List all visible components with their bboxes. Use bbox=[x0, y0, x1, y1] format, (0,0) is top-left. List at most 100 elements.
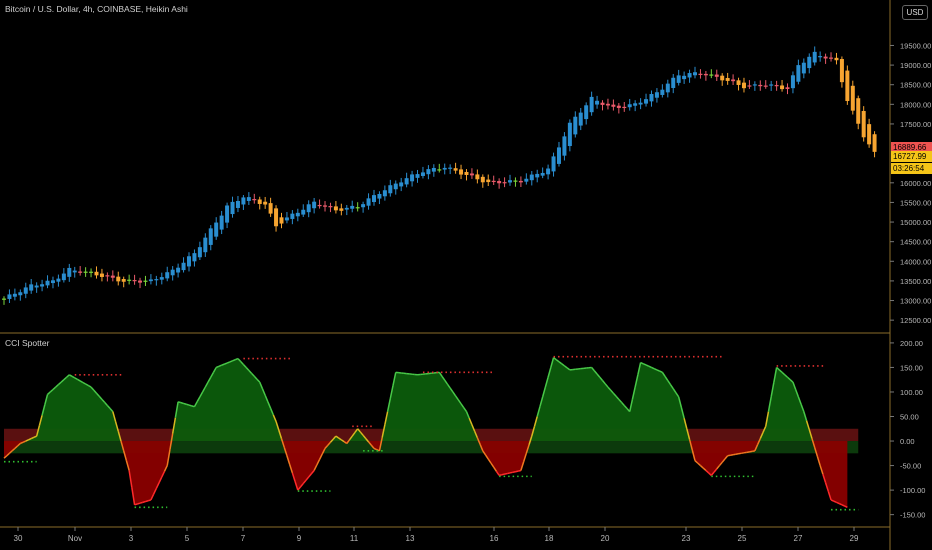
candle-body bbox=[839, 59, 844, 83]
time-tick-label: 25 bbox=[738, 534, 747, 543]
cci-line-segment bbox=[754, 444, 759, 452]
time-tick-label: 13 bbox=[406, 534, 415, 543]
cci-line-segment bbox=[351, 432, 356, 437]
candle-body bbox=[801, 62, 806, 74]
candle-body bbox=[453, 168, 458, 171]
cci-line-segment bbox=[756, 438, 761, 446]
cci-line-segment bbox=[346, 439, 351, 444]
candle-body bbox=[72, 270, 77, 273]
candle-body bbox=[502, 182, 507, 184]
cci-line-segment bbox=[310, 470, 315, 475]
currency-badge[interactable]: USD bbox=[902, 5, 928, 20]
candle-body bbox=[818, 56, 823, 58]
cci-line-segment bbox=[699, 465, 704, 469]
cci-line-segment bbox=[518, 469, 522, 472]
candle-body bbox=[459, 169, 464, 175]
candle-body bbox=[252, 199, 257, 201]
time-tick-label: 5 bbox=[185, 534, 190, 543]
candle-body bbox=[83, 271, 88, 273]
cci-line-segment bbox=[6, 452, 10, 457]
candle-body bbox=[654, 92, 659, 98]
cci-line-segment bbox=[776, 366, 780, 371]
cci-line-segment bbox=[446, 383, 451, 389]
time-tick-label: 11 bbox=[350, 534, 359, 543]
cci-line-segment bbox=[57, 381, 62, 386]
candle-body bbox=[241, 197, 246, 205]
candle-body bbox=[731, 79, 736, 82]
cci-line-segment bbox=[60, 379, 65, 383]
cci-line-segment bbox=[324, 444, 329, 449]
cci-line-segment bbox=[531, 426, 536, 437]
time-tick-label: 29 bbox=[850, 534, 859, 543]
cci-line-segment bbox=[318, 453, 323, 460]
candle-body bbox=[426, 169, 431, 175]
candle-body bbox=[323, 205, 328, 207]
candle-body bbox=[274, 208, 279, 227]
price-tag: 03:26:54 bbox=[891, 163, 932, 174]
candle-body bbox=[306, 204, 311, 213]
candle-body bbox=[872, 134, 877, 152]
candle-body bbox=[170, 269, 175, 276]
cci-line-segment bbox=[468, 417, 473, 425]
candle-body bbox=[18, 292, 23, 296]
indicator-title[interactable]: CCI Spotter bbox=[5, 338, 50, 348]
cci-line-segment bbox=[180, 401, 184, 405]
cci-line-segment bbox=[805, 420, 810, 430]
cci-line-segment bbox=[256, 378, 261, 383]
cci-line-segment bbox=[297, 486, 302, 491]
candle-body bbox=[344, 207, 349, 210]
cci-line-segment bbox=[79, 380, 84, 384]
cci-line-segment bbox=[204, 381, 209, 388]
symbol-title[interactable]: Bitcoin / U.S. Dollar, 4h, COINBASE, Hei… bbox=[5, 4, 188, 14]
candle-body bbox=[469, 173, 474, 176]
cci-line-segment bbox=[827, 491, 832, 501]
candle-body bbox=[235, 200, 240, 208]
price-tick-label: 16000.00 bbox=[900, 179, 931, 188]
cci-line-segment bbox=[177, 401, 182, 404]
cci-line-segment bbox=[305, 476, 310, 481]
cci-line-segment bbox=[38, 415, 43, 426]
cci-line-segment bbox=[155, 482, 160, 489]
candle-body bbox=[45, 280, 50, 286]
candle-body bbox=[682, 75, 687, 80]
candle-body bbox=[611, 104, 616, 107]
candle-body bbox=[834, 57, 839, 61]
cci-line-segment bbox=[82, 381, 86, 385]
price-tick-label: 17500.00 bbox=[900, 120, 931, 129]
candle-body bbox=[442, 167, 447, 170]
cci-line-segment bbox=[762, 426, 767, 433]
cci-line-segment bbox=[245, 366, 250, 371]
cci-line-segment bbox=[302, 479, 307, 485]
cci-line-segment bbox=[166, 449, 171, 466]
cci-line-segment bbox=[770, 382, 775, 398]
candle-body bbox=[371, 195, 376, 203]
candle-body bbox=[540, 172, 545, 176]
cci-line-segment bbox=[68, 374, 73, 377]
cci-line-segment bbox=[561, 363, 565, 367]
cci-line-segment bbox=[74, 377, 78, 381]
candle-body bbox=[176, 267, 181, 273]
cci-line-segment bbox=[359, 431, 364, 436]
cci-line-segment bbox=[452, 391, 457, 397]
candle-body bbox=[263, 201, 268, 205]
cci-line-segment bbox=[286, 455, 291, 465]
cci-line-segment bbox=[77, 378, 81, 382]
cci-line-segment bbox=[716, 465, 721, 470]
cci-line-segment bbox=[509, 471, 513, 474]
cci-line-segment bbox=[648, 365, 652, 369]
candle-body bbox=[382, 190, 387, 197]
candle-body bbox=[518, 180, 523, 183]
price-tick-label: 13500.00 bbox=[900, 277, 931, 286]
cci-line-segment bbox=[599, 376, 604, 382]
cci-line-segment bbox=[596, 373, 601, 378]
cci-line-segment bbox=[528, 435, 533, 445]
cci-line-segment bbox=[11, 447, 16, 452]
cci-line-segment bbox=[30, 436, 35, 440]
candle-body bbox=[807, 56, 812, 69]
cci-line-segment bbox=[444, 379, 449, 385]
cci-line-segment bbox=[634, 374, 639, 388]
cci-line-segment bbox=[87, 384, 92, 388]
candle-body bbox=[752, 84, 757, 86]
cci-line-segment bbox=[106, 404, 111, 410]
